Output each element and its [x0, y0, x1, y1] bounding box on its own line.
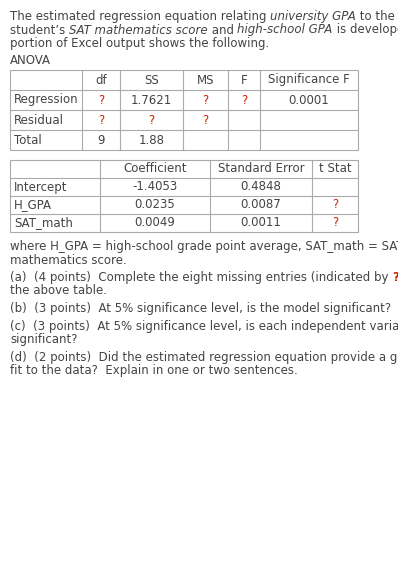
Bar	[10, 70, 358, 150]
Text: df: df	[95, 73, 107, 87]
Text: (c)  (3 points)  At 5% significance level, is each independent variable: (c) (3 points) At 5% significance level,…	[10, 320, 398, 332]
Text: ?: ?	[202, 94, 209, 106]
Text: 0.0001: 0.0001	[289, 94, 330, 106]
Text: the above table.: the above table.	[10, 284, 107, 298]
Text: ?: ?	[332, 217, 338, 229]
Text: F: F	[241, 73, 247, 87]
Text: Total: Total	[14, 134, 42, 146]
Text: ANOVA: ANOVA	[10, 54, 51, 68]
Text: high-school GPA: high-school GPA	[237, 24, 333, 36]
Text: 1.7621: 1.7621	[131, 94, 172, 106]
Text: MS: MS	[197, 73, 214, 87]
Text: H_GPA: H_GPA	[14, 198, 52, 212]
Text: The estimated regression equation relating: The estimated regression equation relati…	[10, 10, 270, 23]
Text: 0.0087: 0.0087	[241, 198, 281, 212]
Text: (d)  (2 points)  Did the estimated regression equation provide a good: (d) (2 points) Did the estimated regress…	[10, 351, 398, 364]
Text: (b)  (3 points)  At 5% significance level, is the model significant?: (b) (3 points) At 5% significance level,…	[10, 302, 391, 315]
Text: SAT_math: SAT_math	[14, 217, 73, 229]
Text: 0.4848: 0.4848	[240, 180, 281, 194]
Text: ?: ?	[241, 94, 247, 106]
Text: fit to the data?  Explain in one or two sentences.: fit to the data? Explain in one or two s…	[10, 364, 298, 377]
Text: is developed. A: is developed. A	[333, 24, 398, 36]
Text: student’s: student’s	[10, 24, 69, 36]
Text: where H_GPA = high-school grade point average, SAT_math = SAT: where H_GPA = high-school grade point av…	[10, 240, 398, 253]
Text: Coefficient: Coefficient	[123, 162, 187, 176]
Text: ?: ?	[332, 198, 338, 212]
Text: portion of Excel output shows the following.: portion of Excel output shows the follow…	[10, 37, 269, 50]
Text: ?: ?	[98, 94, 104, 106]
Text: (a)  (4 points)  Complete the eight missing entries (indicated by: (a) (4 points) Complete the eight missin…	[10, 271, 392, 284]
Text: t Stat: t Stat	[319, 162, 351, 176]
Text: SAT mathematics score: SAT mathematics score	[69, 24, 208, 36]
Text: ?: ?	[392, 271, 398, 284]
Text: -1.4053: -1.4053	[133, 180, 178, 194]
Bar	[10, 160, 358, 232]
Text: 1.88: 1.88	[139, 134, 164, 146]
Text: ?: ?	[202, 113, 209, 127]
Text: 9: 9	[97, 134, 105, 146]
Text: Residual: Residual	[14, 113, 64, 127]
Text: university GPA: university GPA	[270, 10, 356, 23]
Text: Significance F: Significance F	[268, 73, 350, 87]
Text: 0.0235: 0.0235	[135, 198, 176, 212]
Text: ?: ?	[98, 113, 104, 127]
Text: Regression: Regression	[14, 94, 79, 106]
Text: significant?: significant?	[10, 333, 78, 346]
Text: 0.0049: 0.0049	[135, 217, 176, 229]
Text: SS: SS	[144, 73, 159, 87]
Text: Intercept: Intercept	[14, 180, 68, 194]
Text: to the: to the	[356, 10, 395, 23]
Text: Standard Error: Standard Error	[218, 162, 304, 176]
Text: 0.0011: 0.0011	[240, 217, 281, 229]
Text: ?: ?	[148, 113, 155, 127]
Text: mathematics score.: mathematics score.	[10, 254, 127, 266]
Text: and: and	[208, 24, 237, 36]
